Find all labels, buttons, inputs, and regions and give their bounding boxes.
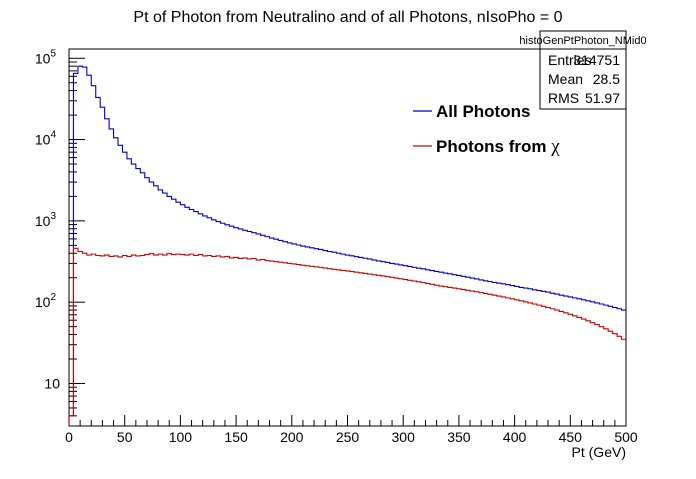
stats-mean-value: 28.5 bbox=[593, 71, 620, 87]
stats-box-frame bbox=[539, 30, 627, 110]
x-tick-label: 100 bbox=[169, 429, 193, 445]
stats-rms-label: RMS bbox=[548, 90, 579, 106]
x-tick-label: 500 bbox=[614, 429, 638, 445]
x-axis-label: Pt (GeV) bbox=[572, 444, 626, 460]
x-axis: 0 50 100 150 200 250 300 350 400 450 500 bbox=[65, 415, 638, 445]
y-tick-label: 10 bbox=[44, 375, 60, 391]
legend-label-photons-from-neutralino: Photons from χ bbox=[436, 136, 560, 157]
x-tick-label: 350 bbox=[447, 429, 471, 445]
legend: All Photons Photons from χ bbox=[413, 102, 560, 157]
legend-label-all-photons: All Photons bbox=[436, 102, 530, 121]
stats-mean-label: Mean bbox=[548, 71, 583, 87]
series-photons-from-neutralino bbox=[68, 247, 626, 426]
x-tick-label: 0 bbox=[65, 429, 73, 445]
y-tick-label: 102 bbox=[35, 292, 57, 310]
stats-rms-value: 51.97 bbox=[585, 90, 620, 106]
stats-entries-label: Entries bbox=[548, 52, 592, 68]
x-tick-label: 50 bbox=[117, 429, 133, 445]
y-axis: 10 102 103 104 105 bbox=[35, 48, 85, 427]
series-all-photons bbox=[68, 65, 626, 426]
x-tick-label: 200 bbox=[280, 429, 304, 445]
x-tick-label: 150 bbox=[224, 429, 248, 445]
x-tick-label: 400 bbox=[503, 429, 527, 445]
x-tick-label: 250 bbox=[336, 429, 360, 445]
x-tick-label: 300 bbox=[392, 429, 416, 445]
y-tick-label: 104 bbox=[35, 130, 57, 148]
x-tick-label: 450 bbox=[559, 429, 583, 445]
stats-entries-value: 314751 bbox=[573, 52, 620, 68]
stats-box: histoGenPtPhoton_NMid0 Entries 314751 Me… bbox=[519, 30, 647, 110]
stats-box-name: histoGenPtPhoton_NMid0 bbox=[519, 35, 646, 47]
chart-title: Pt of Photon from Neutralino and of all … bbox=[133, 9, 562, 26]
y-tick-label: 103 bbox=[35, 211, 57, 229]
y-tick-label: 105 bbox=[35, 48, 57, 66]
